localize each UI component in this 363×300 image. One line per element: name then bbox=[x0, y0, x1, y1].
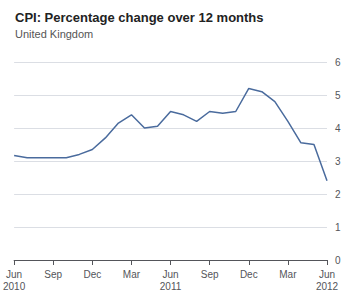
svg-text:0: 0 bbox=[335, 255, 341, 266]
svg-text:Mar: Mar bbox=[123, 269, 141, 280]
svg-text:6: 6 bbox=[335, 57, 341, 68]
svg-text:United Kingdom: United Kingdom bbox=[15, 28, 93, 40]
svg-text:2012: 2012 bbox=[316, 281, 339, 292]
svg-text:2: 2 bbox=[335, 189, 341, 200]
svg-text:Dec: Dec bbox=[83, 269, 101, 280]
svg-text:2010: 2010 bbox=[3, 281, 26, 292]
svg-text:Jun: Jun bbox=[319, 269, 335, 280]
svg-text:Mar: Mar bbox=[279, 269, 297, 280]
svg-text:Sep: Sep bbox=[44, 269, 62, 280]
svg-text:Sep: Sep bbox=[201, 269, 219, 280]
svg-text:5: 5 bbox=[335, 90, 341, 101]
svg-text:2011: 2011 bbox=[160, 281, 182, 292]
svg-text:1: 1 bbox=[335, 222, 341, 233]
svg-text:Jun: Jun bbox=[6, 269, 22, 280]
svg-text:Dec: Dec bbox=[240, 269, 258, 280]
svg-text:3: 3 bbox=[335, 156, 341, 167]
svg-text:Jun: Jun bbox=[162, 269, 178, 280]
svg-text:CPI: Percentage change over 12: CPI: Percentage change over 12 months bbox=[15, 10, 264, 25]
svg-text:4: 4 bbox=[335, 123, 341, 134]
